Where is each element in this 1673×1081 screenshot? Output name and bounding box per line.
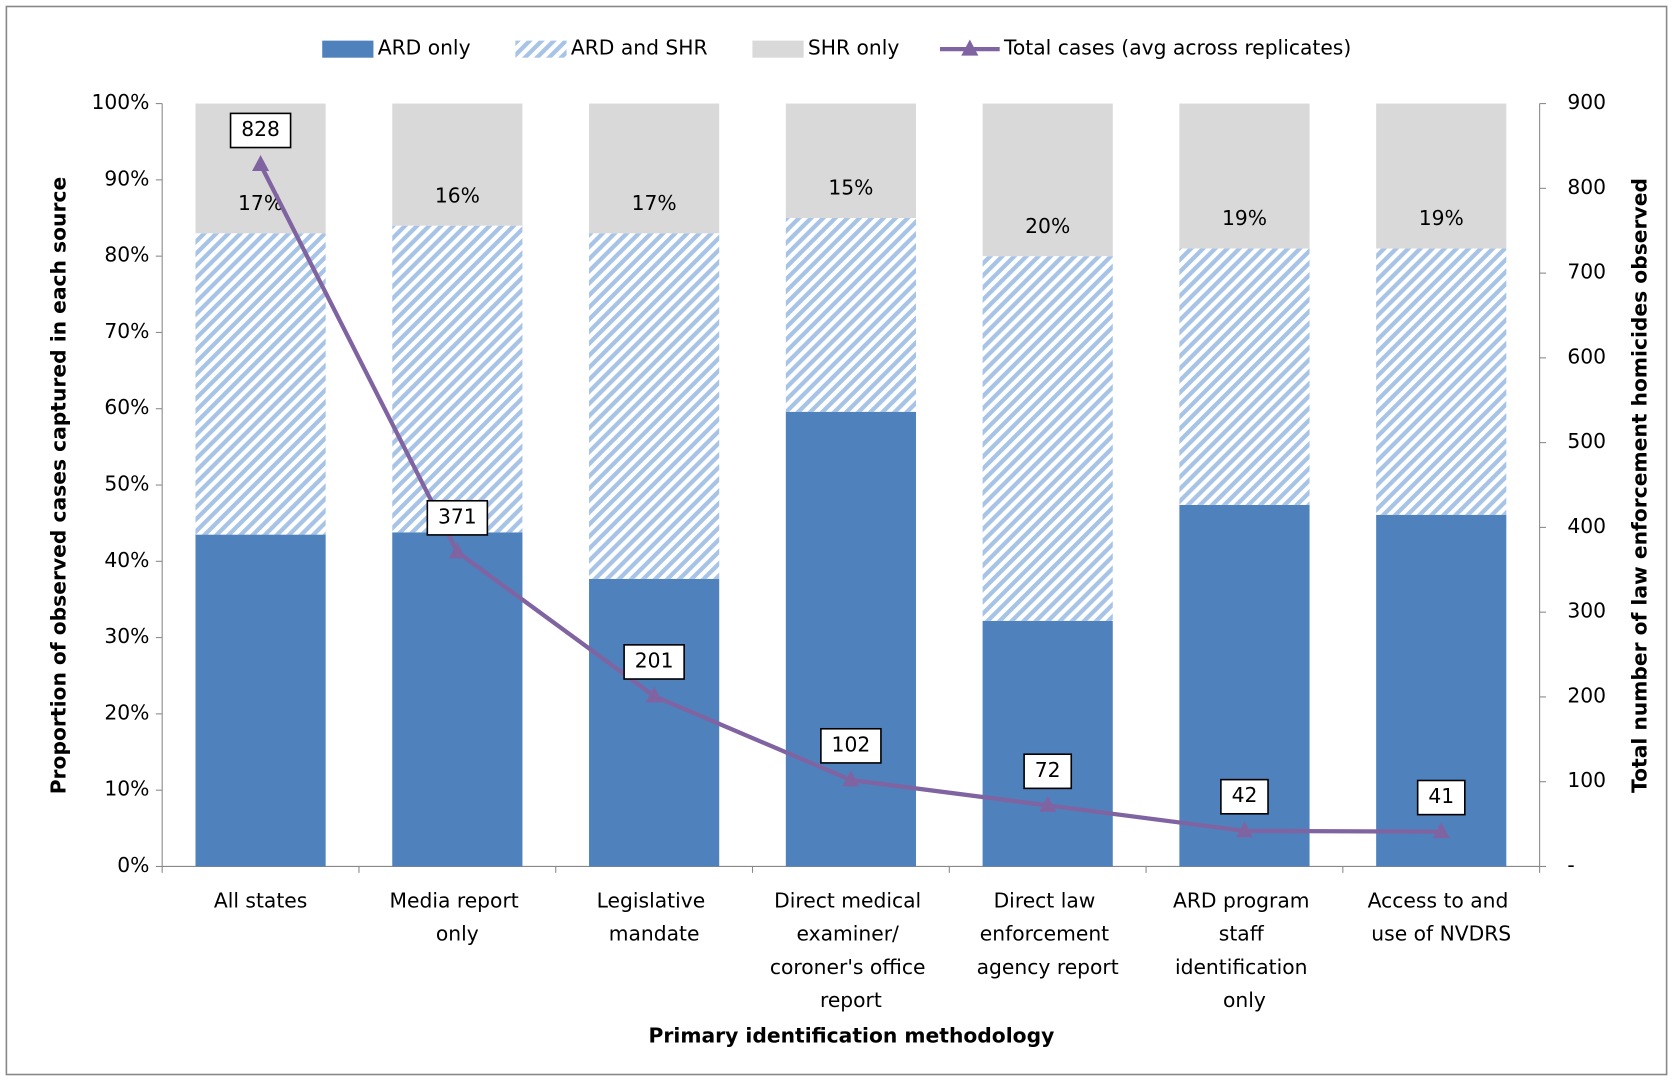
line-marker xyxy=(1235,821,1253,838)
data-label-box: 102 xyxy=(820,727,882,764)
line-marker xyxy=(842,770,860,787)
bar-segment xyxy=(589,233,720,579)
line-marker xyxy=(252,155,270,172)
y2-tick-label: 900 xyxy=(1567,90,1606,114)
legend-label: ARD and SHR xyxy=(571,36,708,60)
y-tick-label: 40% xyxy=(104,548,149,572)
x-tick-label: All states xyxy=(214,888,307,912)
x-tick-label: Legislative mandate xyxy=(597,888,712,945)
data-label: 102 xyxy=(832,732,871,756)
y2-tick-label: 800 xyxy=(1567,175,1606,199)
label-box xyxy=(623,644,685,680)
bar-segment xyxy=(785,103,916,219)
y-tick-label: 90% xyxy=(104,166,149,190)
bar-segment xyxy=(195,233,326,535)
y-axis-label: Proportion of observed cases captured in… xyxy=(46,177,70,795)
label-box xyxy=(1220,778,1269,815)
bar-segment xyxy=(982,103,1113,257)
legend-label: SHR only xyxy=(808,36,900,60)
y2-tick-label: 100 xyxy=(1567,768,1606,792)
legend-label: Total cases (avg across replicates) xyxy=(1003,36,1351,60)
x-tick-label: Access to and use of NVDRS xyxy=(1368,888,1515,945)
data-label-box: 371 xyxy=(426,499,489,536)
legend-swatch xyxy=(752,40,804,58)
bar-segment xyxy=(392,532,523,867)
label-box xyxy=(229,112,292,149)
x-axis-label: Primary identification methodology xyxy=(649,1024,1055,1048)
y-tick-label: 20% xyxy=(104,700,149,724)
y2-tick-label: 300 xyxy=(1567,599,1606,623)
bar-segment xyxy=(982,620,1113,867)
label-box xyxy=(426,499,489,536)
y-tick-label: 60% xyxy=(104,395,149,419)
data-label: 20% xyxy=(1025,214,1070,238)
data-label: 19% xyxy=(1419,206,1464,230)
label-box xyxy=(1416,779,1466,816)
y2-tick-label: 400 xyxy=(1567,514,1606,538)
data-label: 201 xyxy=(635,648,674,672)
bar-segment xyxy=(589,578,720,867)
data-label: 42 xyxy=(1232,783,1258,807)
y2-tick-label: 200 xyxy=(1567,683,1606,707)
bar-segment xyxy=(982,256,1113,621)
data-label: 41 xyxy=(1428,784,1454,808)
line-marker xyxy=(448,542,466,559)
data-label-box: 201 xyxy=(623,644,685,680)
data-label-box: 42 xyxy=(1220,778,1269,815)
y-tick-label: 50% xyxy=(104,472,149,496)
y2-tick-label: - xyxy=(1567,853,1574,877)
bar-segment xyxy=(392,225,523,533)
legend-swatch xyxy=(961,39,979,56)
y-tick-label: 10% xyxy=(104,777,149,801)
y-tick-label: 0% xyxy=(117,853,149,877)
line-marker xyxy=(1432,822,1450,839)
y2-axis-label: Total number of law enforcement homicide… xyxy=(1627,178,1651,793)
data-label-box: 828 xyxy=(229,112,292,149)
data-label: 72 xyxy=(1035,758,1061,782)
bar-segment xyxy=(1179,248,1310,505)
y-tick-label: 70% xyxy=(104,319,149,343)
bar-segment xyxy=(195,534,326,867)
bar-segment xyxy=(1179,103,1310,249)
y2-tick-label: 600 xyxy=(1567,344,1606,368)
data-label-box: 72 xyxy=(1023,753,1073,790)
x-tick-label: Direct law enforcement agency report xyxy=(977,888,1119,978)
bar-segment xyxy=(1376,248,1507,515)
bar-segment xyxy=(392,103,523,226)
x-tick-label: Direct medical examiner/ coroner's offic… xyxy=(770,888,932,1011)
y2-tick-label: 500 xyxy=(1567,429,1606,453)
x-tick-label: Media report only xyxy=(390,888,526,945)
y2-tick-label: 700 xyxy=(1567,260,1606,284)
label-box xyxy=(820,727,882,764)
data-label: 15% xyxy=(828,176,873,200)
legend-swatch xyxy=(322,40,374,58)
bar-segment xyxy=(589,103,720,234)
data-label: 371 xyxy=(438,504,477,528)
y-tick-label: 80% xyxy=(104,243,149,267)
bar-segment xyxy=(785,218,916,412)
data-label: 828 xyxy=(241,117,280,141)
x-tick-label: ARD program staff identification only xyxy=(1173,888,1316,1011)
data-label: 17% xyxy=(632,191,677,215)
bar-segment xyxy=(1376,103,1507,249)
label-box xyxy=(1023,753,1073,790)
bar-segment xyxy=(785,411,916,867)
legend-swatch xyxy=(515,40,567,58)
data-label: 16% xyxy=(435,183,480,207)
line-marker xyxy=(1039,795,1057,812)
legend-label: ARD only xyxy=(378,36,471,60)
data-label: 19% xyxy=(1222,206,1267,230)
y-tick-label: 30% xyxy=(104,624,149,648)
line-marker xyxy=(645,686,663,703)
y-tick-label: 100% xyxy=(91,90,149,114)
data-label-box: 41 xyxy=(1416,779,1466,816)
